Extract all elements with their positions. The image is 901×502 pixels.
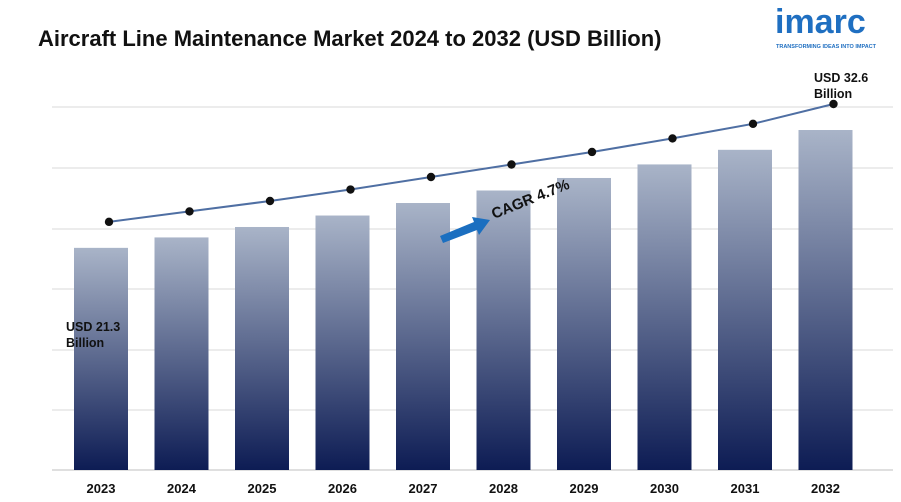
start-value-label: USD 21.3 — [66, 320, 120, 334]
x-tick-2025: 2025 — [248, 481, 277, 496]
x-tick-2023: 2023 — [87, 481, 116, 496]
trend-polyline — [108, 103, 834, 223]
bar-2024 — [154, 237, 209, 470]
start-unit-label: Billion — [66, 336, 104, 350]
trend-point-2026 — [346, 185, 355, 194]
bar-2027 — [396, 203, 450, 470]
x-axis-ticks: 2023 2024 2025 2026 2027 2028 2029 2030 2031 2032 — [87, 481, 840, 496]
trend-point-2029 — [587, 147, 597, 157]
bar-2028 — [476, 190, 531, 471]
bar-2023 — [74, 247, 128, 470]
trend-point-2023 — [104, 217, 114, 227]
end-unit-label: Billion — [814, 87, 852, 101]
x-tick-2029: 2029 — [570, 481, 599, 496]
cagr-arrow — [440, 217, 490, 243]
trend-point-2032 — [829, 99, 838, 109]
x-tick-2030: 2030 — [650, 481, 679, 496]
bar-2025 — [235, 226, 289, 470]
trend-point-2030 — [668, 134, 677, 143]
bar-2030 — [637, 164, 692, 470]
trend-point-2027 — [426, 172, 436, 182]
bar-2032 — [798, 130, 853, 470]
trend-point-2025 — [265, 196, 275, 206]
chart-title: Aircraft Line Maintenance Market 2024 to… — [38, 26, 662, 51]
bars — [74, 130, 853, 471]
x-tick-2027: 2027 — [409, 481, 438, 496]
end-value-label: USD 32.6 — [814, 71, 868, 85]
logo-word: imarc — [775, 3, 866, 41]
x-tick-2032: 2032 — [811, 481, 840, 496]
trend-line — [104, 99, 838, 227]
x-tick-2028: 2028 — [489, 481, 518, 496]
x-tick-2031: 2031 — [731, 481, 760, 496]
trend-point-2028 — [507, 160, 516, 169]
imarc-logo: imarc TRANSFORMING IDEAS INTO IMPACT — [775, 4, 893, 54]
bar-2026 — [315, 215, 370, 470]
trend-point-2031 — [748, 119, 758, 129]
bar-2029 — [557, 177, 611, 470]
logo-tagline: TRANSFORMING IDEAS INTO IMPACT — [776, 44, 877, 50]
bar-2031 — [718, 149, 772, 470]
trend-point-2024 — [185, 207, 194, 216]
cagr-arrow-shape — [440, 217, 490, 243]
x-tick-2024: 2024 — [167, 481, 197, 496]
x-tick-2026: 2026 — [328, 481, 357, 496]
